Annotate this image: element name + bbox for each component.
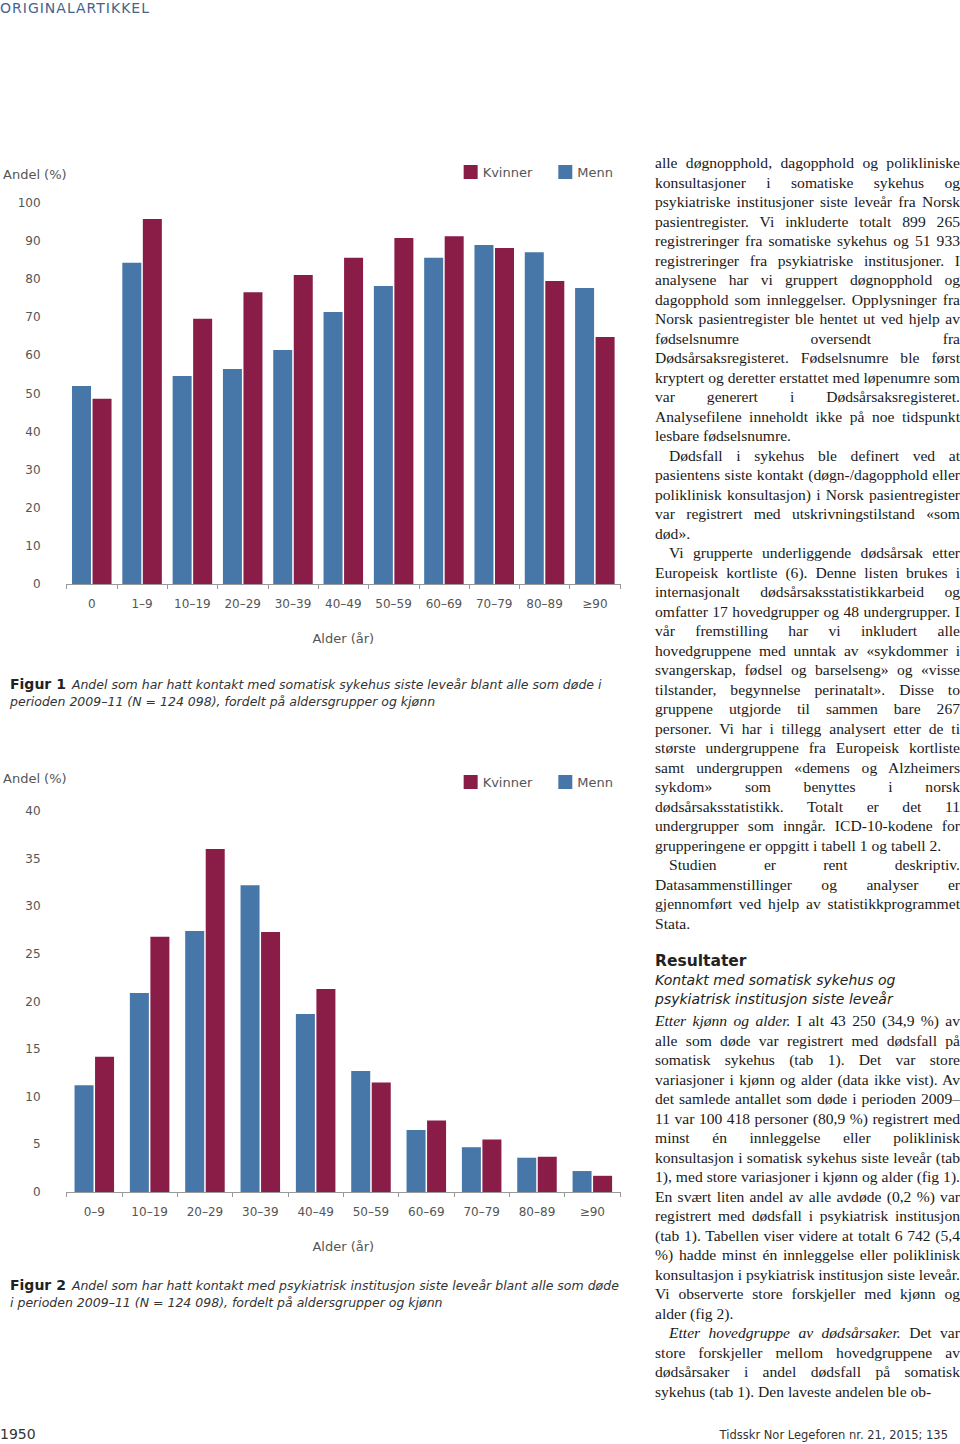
svg-text:80–89: 80–89	[526, 597, 563, 611]
svg-text:0: 0	[33, 577, 41, 591]
svg-text:30–39: 30–39	[275, 597, 312, 611]
html-text:ORIGINALARTIKKEL: ORIGINALARTIKKEL	[0, 0, 150, 16]
svg-text:40: 40	[25, 425, 40, 439]
html-text:Figur 1 Andel som har hatt kon: Figur 1 Andel som har hatt kontakt med s…	[10, 676, 602, 709]
html-text:Tidsskr Nor Legeforen nr. 21,: Tidsskr Nor Legeforen nr. 21, 2015; 135	[719, 1428, 948, 1442]
html-text:Resultater: Resultater	[655, 952, 747, 970]
svg-text:10–19: 10–19	[174, 597, 211, 611]
svg-text:25: 25	[25, 947, 40, 961]
svg-text:≥90: ≥90	[580, 1205, 605, 1219]
svg-text:70: 70	[25, 310, 40, 324]
svg-text:Menn: Menn	[577, 775, 613, 790]
svg-text:10: 10	[25, 539, 40, 553]
svg-text:35: 35	[25, 852, 40, 866]
html-text:1950: 1950	[0, 1426, 36, 1442]
svg-text:Andel (%): Andel (%)	[3, 167, 67, 182]
svg-text:5: 5	[33, 1137, 41, 1151]
svg-text:50: 50	[25, 387, 40, 401]
svg-text:40: 40	[25, 804, 40, 818]
svg-text:Menn: Menn	[577, 165, 613, 180]
html-text:alle døgnopphold, dagopphold o: alle døgnopphold, dagopphold og poliklin…	[655, 154, 960, 444]
svg-text:60: 60	[25, 348, 40, 362]
svg-text:50–59: 50–59	[353, 1205, 390, 1219]
html-text:Kontakt med somatisk sykehus o: Kontakt med somatisk sykehus og psykiatr…	[655, 972, 896, 1007]
svg-text:60–69: 60–69	[408, 1205, 445, 1219]
svg-text:20–29: 20–29	[224, 597, 261, 611]
svg-text:Kvinner: Kvinner	[483, 165, 533, 180]
svg-text:15: 15	[25, 1042, 40, 1056]
html-text:Etter hovedgruppe av dødsårsak: Etter hovedgruppe av dødsårsaker. Det va…	[655, 1324, 960, 1400]
svg-text:Alder (år): Alder (år)	[312, 1239, 374, 1254]
svg-text:0: 0	[88, 597, 96, 611]
svg-text:Andel (%): Andel (%)	[3, 771, 67, 786]
html-text:Studien er rent deskriptiv. Da: Studien er rent deskriptiv. Datasammenst…	[655, 856, 960, 932]
svg-text:0–9: 0–9	[84, 1205, 105, 1219]
svg-text:Alder (år): Alder (år)	[312, 631, 374, 646]
svg-text:50–59: 50–59	[375, 597, 412, 611]
html-text:Vi grupperte underliggende død: Vi grupperte underliggende dødsårsak ett…	[655, 544, 960, 854]
svg-text:20: 20	[25, 995, 40, 1009]
svg-text:30: 30	[25, 899, 40, 913]
svg-text:80–89: 80–89	[519, 1205, 556, 1219]
svg-text:70–79: 70–79	[463, 1205, 500, 1219]
svg-text:90: 90	[25, 234, 40, 248]
svg-text:100: 100	[18, 196, 41, 210]
svg-text:≥90: ≥90	[582, 597, 607, 611]
svg-text:40–49: 40–49	[325, 597, 362, 611]
html-text:Figur 2 Andel som har hatt kon: Figur 2 Andel som har hatt kontakt med p…	[10, 1277, 619, 1310]
html-text:Dødsfall i sykehus ble definer: Dødsfall i sykehus ble definert ved at p…	[655, 446, 960, 542]
svg-text:60–69: 60–69	[426, 597, 463, 611]
svg-text:0: 0	[33, 1185, 41, 1199]
svg-text:70–79: 70–79	[476, 597, 513, 611]
svg-text:Kvinner: Kvinner	[483, 775, 533, 790]
svg-text:10: 10	[25, 1090, 40, 1104]
svg-text:10–19: 10–19	[131, 1205, 168, 1219]
svg-text:30: 30	[25, 463, 40, 477]
svg-text:30–39: 30–39	[242, 1205, 279, 1219]
svg-text:40–49: 40–49	[297, 1205, 334, 1219]
html-text:Etter kjønn og alder. I alt 43: Etter kjønn og alder. I alt 43 250 (34,9…	[655, 1012, 960, 1322]
svg-text:20: 20	[25, 501, 40, 515]
svg-text:1–9: 1–9	[131, 597, 152, 611]
svg-text:80: 80	[25, 272, 40, 286]
svg-text:20–29: 20–29	[187, 1205, 224, 1219]
